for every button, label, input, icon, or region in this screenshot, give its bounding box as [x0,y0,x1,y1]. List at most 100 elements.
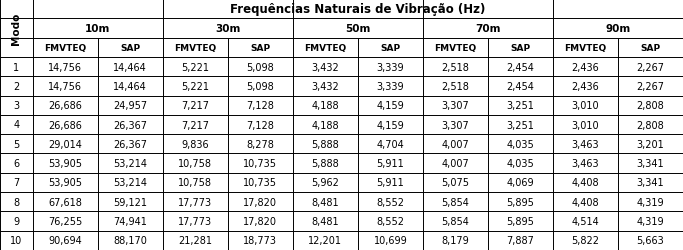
Text: 6: 6 [14,158,19,168]
Text: 3,010: 3,010 [572,120,599,130]
Text: 2,436: 2,436 [572,62,600,72]
Text: 7: 7 [13,178,20,188]
Text: 17,773: 17,773 [178,197,212,207]
Text: 7,887: 7,887 [507,236,534,245]
Text: FMVTEQ: FMVTEQ [44,44,87,52]
Text: 4,159: 4,159 [376,120,404,130]
Text: 8: 8 [14,197,19,207]
Text: 5,854: 5,854 [441,216,469,226]
Text: 10,735: 10,735 [243,178,277,188]
Text: 5,962: 5,962 [311,178,339,188]
Text: 3: 3 [14,101,19,111]
Text: 7,128: 7,128 [247,120,275,130]
Text: 53,214: 53,214 [113,178,148,188]
Text: 4,704: 4,704 [376,139,404,149]
Text: 2,518: 2,518 [441,82,469,92]
Text: FMVTEQ: FMVTEQ [564,44,607,52]
Text: 26,686: 26,686 [48,120,82,130]
Text: 5,221: 5,221 [182,62,209,72]
Text: 8,179: 8,179 [441,236,469,245]
Text: 2,454: 2,454 [507,82,534,92]
Text: 3,341: 3,341 [637,178,665,188]
Text: 4,514: 4,514 [572,216,600,226]
Text: 8,552: 8,552 [376,216,404,226]
Text: FMVTEQ: FMVTEQ [304,44,346,52]
Text: 14,756: 14,756 [48,82,82,92]
Text: 2,436: 2,436 [572,82,600,92]
Text: 53,905: 53,905 [48,158,82,168]
Text: 2,808: 2,808 [637,120,665,130]
Text: SAP: SAP [641,44,660,52]
Text: 5,075: 5,075 [441,178,469,188]
Text: 4,408: 4,408 [572,178,599,188]
Text: 14,464: 14,464 [113,82,148,92]
Text: 3,251: 3,251 [507,101,534,111]
Text: 5,895: 5,895 [507,216,534,226]
Text: 5,888: 5,888 [311,139,339,149]
Text: 7,217: 7,217 [182,101,209,111]
Text: 3,251: 3,251 [507,120,534,130]
Text: 3,010: 3,010 [572,101,599,111]
Text: 2: 2 [13,82,20,92]
Text: FMVTEQ: FMVTEQ [434,44,477,52]
Text: 5,911: 5,911 [376,158,404,168]
Text: 17,820: 17,820 [243,197,277,207]
Text: 59,121: 59,121 [113,197,148,207]
Text: 9: 9 [14,216,19,226]
Text: 3,307: 3,307 [441,101,469,111]
Text: 30m: 30m [215,24,240,34]
Text: 4,188: 4,188 [311,101,339,111]
Text: SAP: SAP [120,44,141,52]
Text: 2,454: 2,454 [507,62,534,72]
Text: 5,822: 5,822 [572,236,600,245]
Text: 8,552: 8,552 [376,197,404,207]
Text: 76,255: 76,255 [48,216,83,226]
Text: 12,201: 12,201 [309,236,342,245]
Text: 14,756: 14,756 [48,62,82,72]
Text: 24,957: 24,957 [113,101,148,111]
Text: 8,278: 8,278 [247,139,275,149]
Text: 26,686: 26,686 [48,101,82,111]
Text: 2,267: 2,267 [637,82,665,92]
Text: 88,170: 88,170 [113,236,148,245]
Text: 4,035: 4,035 [507,158,534,168]
Text: 2,808: 2,808 [637,101,665,111]
Text: 5,098: 5,098 [247,62,275,72]
Text: 21,281: 21,281 [178,236,212,245]
Text: FMVTEQ: FMVTEQ [174,44,217,52]
Text: 14,464: 14,464 [113,62,148,72]
Text: 3,463: 3,463 [572,158,599,168]
Text: 5: 5 [13,139,20,149]
Text: Frequências Naturais de Vibração (Hz): Frequências Naturais de Vibração (Hz) [230,3,486,16]
Text: 4,319: 4,319 [637,216,665,226]
Text: 4,188: 4,188 [311,120,339,130]
Text: 2,267: 2,267 [637,62,665,72]
Text: SAP: SAP [250,44,270,52]
Text: Modo: Modo [12,13,21,45]
Text: 3,432: 3,432 [311,82,339,92]
Text: 7,217: 7,217 [182,120,209,130]
Text: 18,773: 18,773 [243,236,277,245]
Text: 4: 4 [14,120,19,130]
Text: 4,007: 4,007 [441,158,469,168]
Text: 4,408: 4,408 [572,197,599,207]
Text: 5,854: 5,854 [441,197,469,207]
Text: SAP: SAP [510,44,531,52]
Text: 53,214: 53,214 [113,158,148,168]
Text: 10: 10 [10,236,23,245]
Text: 4,035: 4,035 [507,139,534,149]
Text: 4,069: 4,069 [507,178,534,188]
Text: 2,518: 2,518 [441,62,469,72]
Text: SAP: SAP [380,44,400,52]
Text: 3,463: 3,463 [572,139,599,149]
Text: 5,888: 5,888 [311,158,339,168]
Text: 90m: 90m [605,24,630,34]
Text: 5,098: 5,098 [247,82,275,92]
Text: 5,895: 5,895 [507,197,534,207]
Text: 1: 1 [14,62,19,72]
Text: 3,341: 3,341 [637,158,665,168]
Text: 10,758: 10,758 [178,158,212,168]
Text: 7,128: 7,128 [247,101,275,111]
Text: 10,758: 10,758 [178,178,212,188]
Text: 8,481: 8,481 [311,216,339,226]
